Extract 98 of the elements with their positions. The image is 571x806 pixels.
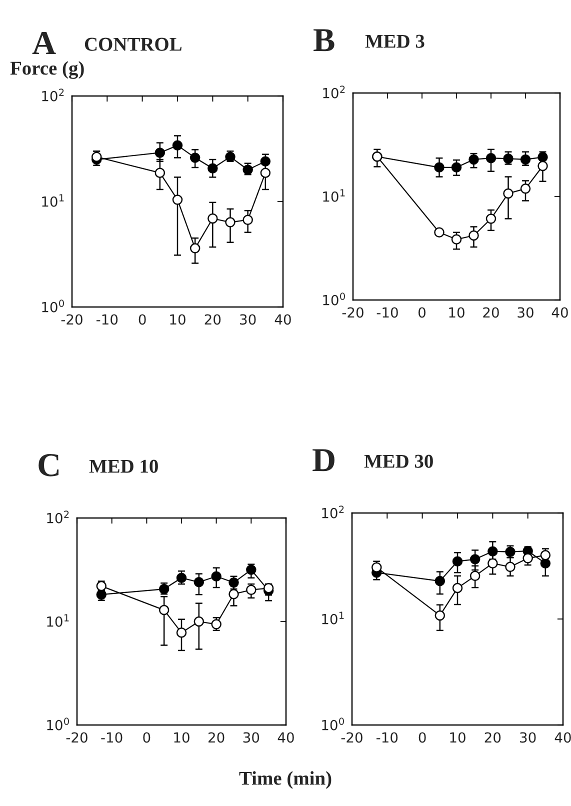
x-tick-label: -20 <box>66 732 88 743</box>
y-tick-label: 10$^{1}$ <box>47 614 69 627</box>
x-tick-label: 0 <box>138 314 146 325</box>
x-tick-label: 30 <box>243 732 260 743</box>
point <box>208 213 218 224</box>
y-tick-label: 10$^{0}$ <box>47 718 69 730</box>
x-tick-label: 30 <box>518 307 534 318</box>
x-tick-label: 40 <box>278 732 294 743</box>
chart-subtitle: MED 10 <box>89 460 158 473</box>
point <box>452 556 463 566</box>
point <box>434 227 444 238</box>
point <box>154 148 166 158</box>
point <box>470 570 480 582</box>
point <box>176 572 187 583</box>
y-tick-label: 10$^{0}$ <box>42 300 64 312</box>
point <box>522 553 533 564</box>
point <box>503 188 514 199</box>
x-tick-label: 40 <box>552 307 568 318</box>
point <box>260 156 271 167</box>
chart-title: D <box>312 449 334 472</box>
x-tick-label: 10 <box>174 732 190 743</box>
point <box>242 214 253 225</box>
point <box>260 168 271 178</box>
chart-title: C <box>38 454 59 476</box>
point <box>434 576 446 586</box>
x-tick-label: 30 <box>240 314 256 325</box>
point <box>451 162 462 173</box>
point <box>154 168 166 178</box>
point <box>488 546 498 556</box>
point <box>470 554 480 564</box>
chart-subtitle: CONTROL <box>84 38 182 51</box>
point <box>520 154 531 165</box>
y-tick-label: 10$^{1}$ <box>323 189 345 202</box>
x-tick-label: -20 <box>61 314 82 325</box>
point <box>172 194 183 205</box>
point <box>434 162 444 173</box>
point <box>486 214 496 224</box>
x-tick-label: -20 <box>342 307 364 318</box>
point <box>434 610 446 621</box>
point <box>246 584 256 596</box>
point <box>468 230 479 241</box>
x-tick-label: -10 <box>101 732 122 743</box>
point <box>520 184 531 194</box>
point <box>211 571 222 582</box>
point <box>452 582 463 594</box>
point <box>158 604 170 616</box>
y-tick-label: 10$^{2}$ <box>323 86 345 98</box>
point <box>538 152 548 162</box>
y-tick-label: 10$^{0}$ <box>322 718 344 730</box>
x-tick-label: 30 <box>520 732 536 743</box>
x-tick-label: 0 <box>418 307 426 318</box>
x-tick-label: -10 <box>376 732 398 743</box>
x-tick-label: 10 <box>450 732 466 743</box>
point <box>451 234 462 245</box>
x-axis-title: Time (min) <box>239 771 332 789</box>
x-tick-label: 20 <box>208 732 224 743</box>
y-tick-label: 10$^{2}$ <box>42 88 64 102</box>
x-tick-label: -10 <box>96 314 118 325</box>
chart-title: B <box>314 29 334 52</box>
point <box>538 160 548 172</box>
x-tick-label: 10 <box>449 307 464 318</box>
point <box>505 562 516 572</box>
x-tick-label: 0 <box>418 732 426 743</box>
y-tick-label: 10$^{0}$ <box>323 292 345 306</box>
point <box>172 140 183 151</box>
point <box>225 217 236 228</box>
x-tick-label: 40 <box>554 732 571 743</box>
x-tick-label: 40 <box>274 314 291 325</box>
point <box>503 154 514 164</box>
x-tick-label: 0 <box>143 732 150 743</box>
point <box>190 152 200 163</box>
point <box>211 619 222 630</box>
point <box>468 154 479 165</box>
point <box>194 577 204 588</box>
x-tick-label: 20 <box>204 314 221 325</box>
y-tick-label: 10$^{2}$ <box>47 510 69 524</box>
y-tick-label: 10$^{1}$ <box>42 194 64 207</box>
y-tick-label: 10$^{2}$ <box>322 506 344 518</box>
point <box>246 564 256 575</box>
y-tick-label: 10$^{1}$ <box>322 612 344 624</box>
chart-subtitle: MED 30 <box>364 454 433 468</box>
x-tick-label: 10 <box>170 314 186 325</box>
point <box>176 628 187 638</box>
y-axis-title: Force (g) <box>10 61 84 79</box>
point <box>488 558 498 568</box>
chart-subtitle: MED 3 <box>365 34 424 48</box>
point <box>190 243 200 254</box>
point <box>194 616 204 627</box>
x-tick-label: -10 <box>376 307 398 318</box>
point <box>208 163 218 174</box>
point <box>540 558 551 568</box>
x-tick-label: 20 <box>483 307 499 318</box>
point <box>263 583 274 594</box>
point <box>228 588 239 600</box>
x-tick-label: 20 <box>484 732 501 743</box>
chart-title: A <box>32 32 56 54</box>
point <box>486 152 496 164</box>
x-tick-label: -20 <box>341 732 362 743</box>
